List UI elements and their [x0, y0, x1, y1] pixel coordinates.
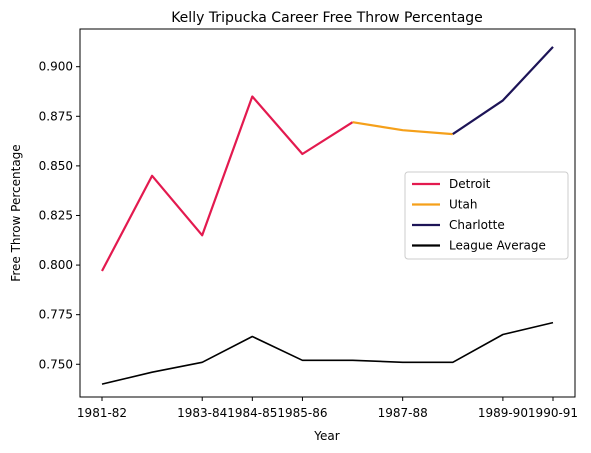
x-axis: 1981-82 1983-84 1984-85 1985-86 1987-88 1989-… [77, 397, 578, 420]
series-line-detroit [101, 95, 354, 272]
legend-label-detroit: Detroit [449, 177, 491, 191]
series-line-league-average [101, 321, 554, 385]
y-tick-label: 0.875 [39, 109, 73, 123]
series-line-charlotte [452, 46, 554, 136]
x-tick-label: 1981-82 [77, 406, 127, 420]
x-axis-label: Year [313, 429, 339, 443]
series-line-utah [352, 121, 453, 136]
y-tick-label: 0.900 [39, 60, 73, 74]
y-tick-label: 0.800 [39, 258, 73, 272]
legend-label-league-average: League Average [449, 239, 546, 253]
plot-area [79, 28, 576, 398]
chart-title: Kelly Tripucka Career Free Throw Percent… [171, 10, 483, 26]
legend-box [404, 171, 569, 260]
x-tick-label: 1984-85 [227, 406, 277, 420]
y-axis: 0.750 0.775 0.800 0.825 0.850 0.875 0.900 [39, 60, 80, 371]
x-tick-label: 1989-90 [478, 406, 528, 420]
y-axis-label: Free Throw Percentage [9, 144, 23, 281]
x-tick-label: 1983-84 [177, 406, 227, 420]
y-tick-label: 0.850 [39, 159, 73, 173]
x-tick-label: 1985-86 [277, 406, 327, 420]
legend: Detroit Utah Charlotte League Average [404, 171, 569, 260]
y-tick-label: 0.775 [39, 308, 73, 322]
legend-label-charlotte: Charlotte [449, 218, 505, 232]
legend-label-utah: Utah [449, 198, 477, 212]
series-lines [101, 46, 554, 385]
y-tick-label: 0.750 [39, 357, 73, 371]
x-tick-label: 1990-91 [528, 406, 578, 420]
x-tick-label: 1987-88 [378, 406, 428, 420]
y-tick-label: 0.825 [39, 208, 73, 222]
